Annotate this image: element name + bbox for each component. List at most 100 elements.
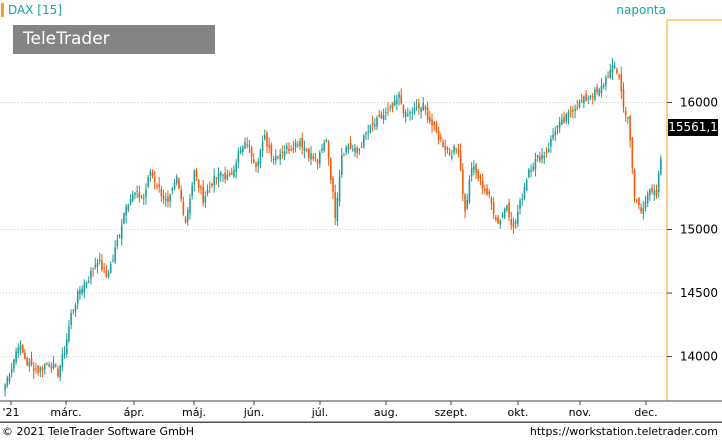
candle-body	[85, 282, 88, 285]
candle-body	[266, 133, 268, 147]
candle	[206, 184, 209, 197]
candle	[74, 302, 77, 317]
candle	[411, 107, 414, 120]
candle-body	[382, 115, 385, 121]
interval-label[interactable]: naponta	[616, 3, 666, 17]
candle	[407, 107, 409, 117]
candle	[255, 161, 257, 172]
candle	[32, 361, 35, 379]
candle-body	[451, 156, 453, 159]
candle-body	[503, 208, 506, 218]
candle-body	[457, 150, 460, 152]
candle	[404, 109, 407, 123]
candle	[208, 181, 211, 193]
candle-body	[162, 195, 165, 200]
candle-body	[574, 108, 576, 111]
candle	[318, 150, 321, 169]
candle-body	[523, 187, 526, 199]
candle	[101, 254, 103, 272]
candle	[580, 93, 583, 104]
candle-body	[301, 138, 303, 148]
candle	[107, 269, 110, 279]
candle	[153, 170, 156, 190]
candle	[213, 168, 215, 193]
candle-body	[393, 100, 396, 106]
candle-body	[70, 313, 72, 326]
candle-body	[440, 136, 442, 140]
candle	[422, 97, 425, 112]
candle	[57, 365, 59, 378]
candle	[444, 139, 447, 157]
website-link[interactable]: https://workstation.teletrader.com	[529, 425, 718, 438]
copyright-text: © 2021 TeleTrader Software GmbH	[2, 425, 195, 438]
candle	[616, 67, 618, 75]
symbol-label[interactable]: DAX [15]	[8, 3, 62, 17]
candle	[263, 129, 266, 141]
candle-body	[369, 125, 372, 133]
candle	[138, 185, 141, 203]
x-tick-label: jún.	[243, 406, 265, 419]
candle	[202, 179, 204, 207]
candle	[563, 111, 565, 124]
candle	[142, 193, 145, 205]
candle-body	[455, 148, 458, 150]
candle	[90, 266, 92, 285]
candle-body	[270, 144, 273, 157]
candle-body	[24, 352, 26, 359]
candle-body	[354, 147, 356, 152]
candle-body	[109, 263, 112, 273]
candle	[506, 204, 508, 213]
candle	[552, 128, 554, 141]
x-tick-label: okt.	[508, 406, 529, 419]
candle	[54, 363, 57, 368]
candle	[354, 143, 356, 158]
candle	[475, 163, 477, 179]
candle-body	[517, 212, 519, 224]
candle-body	[660, 158, 662, 175]
candle	[455, 147, 458, 154]
candle	[488, 189, 491, 199]
candle	[473, 160, 475, 176]
candle-body	[41, 368, 44, 371]
candle-body	[334, 192, 337, 219]
candle-body	[468, 179, 471, 202]
x-tick-label: máj.	[182, 406, 206, 419]
candle-body	[6, 378, 9, 386]
candle-body	[602, 84, 605, 87]
candle	[554, 126, 557, 142]
candle	[127, 203, 130, 213]
candle-body	[224, 172, 226, 180]
candle-body	[521, 198, 524, 201]
candle-body	[624, 110, 627, 116]
candle	[492, 197, 495, 219]
candle-body	[272, 159, 275, 161]
candle	[83, 279, 86, 299]
candle-body	[226, 174, 229, 180]
candle	[385, 107, 387, 121]
candle-body	[497, 217, 499, 224]
candle-body	[431, 119, 433, 126]
candle-body	[303, 147, 306, 151]
candle-body	[508, 202, 510, 217]
candle-body	[76, 291, 79, 304]
candle-body	[371, 122, 374, 126]
candle-body	[244, 142, 246, 149]
candle-body	[35, 368, 37, 370]
candle-body	[193, 170, 196, 185]
candle	[389, 104, 392, 112]
candle	[195, 168, 198, 181]
candle	[233, 165, 235, 179]
candle-body	[609, 69, 612, 78]
candle	[96, 259, 99, 274]
candle	[415, 99, 418, 111]
x-tick-label: aug.	[374, 406, 398, 419]
candle	[352, 144, 354, 152]
candle-body	[635, 199, 638, 201]
x-tick-label: nov.	[569, 406, 592, 419]
candle	[307, 147, 310, 162]
candle	[288, 142, 290, 154]
candle	[587, 95, 590, 105]
candle-body	[116, 239, 119, 246]
candle-body	[39, 367, 42, 372]
